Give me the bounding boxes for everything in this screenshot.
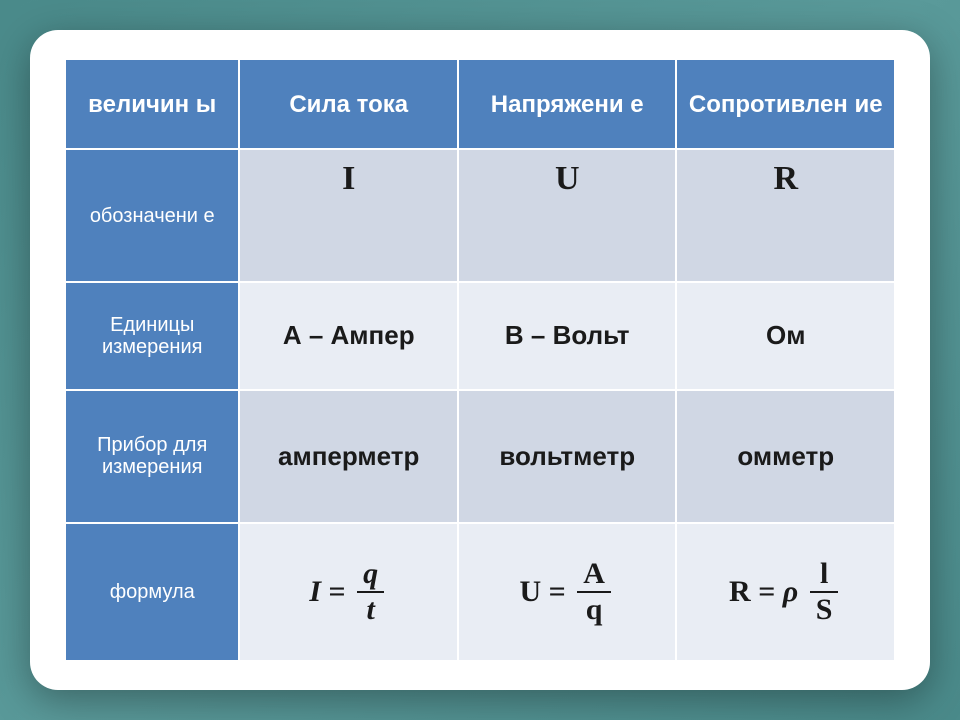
label-symbol: обозначени е	[65, 149, 239, 281]
equals-sign: =	[549, 575, 566, 608]
label-formula: формула	[65, 523, 239, 661]
formula-resistance-den: S	[810, 593, 839, 627]
header-row: величин ы Сила тока Напряжени е Сопротив…	[65, 59, 895, 149]
formula-voltage: U = A q	[458, 523, 677, 661]
formula-resistance-num: l	[810, 557, 839, 591]
row-unit: Единицы измерения А – Ампер В – Вольт Ом	[65, 282, 895, 390]
formula-resistance-lhs: R	[729, 575, 751, 608]
device-resistance: омметр	[676, 390, 895, 522]
fraction: q t	[357, 557, 384, 627]
formula-voltage-den: q	[577, 593, 611, 627]
row-symbol: обозначени е I U R	[65, 149, 895, 281]
card: величин ы Сила тока Напряжени е Сопротив…	[30, 30, 930, 690]
formula-resistance: R = ρ l S	[676, 523, 895, 661]
header-voltage: Напряжени е	[458, 59, 677, 149]
label-unit: Единицы измерения	[65, 282, 239, 390]
header-quantity: величин ы	[65, 59, 239, 149]
fraction: l S	[810, 557, 839, 627]
device-current: амперметр	[239, 390, 458, 522]
header-current: Сила тока	[239, 59, 458, 149]
formula-current-lhs: I	[309, 575, 321, 608]
formula-voltage-num: A	[577, 557, 611, 591]
formula-current: I = q t	[239, 523, 458, 661]
unit-voltage: В – Вольт	[458, 282, 677, 390]
formula-voltage-lhs: U	[519, 575, 541, 608]
equals-sign: =	[329, 575, 346, 608]
symbol-voltage: U	[458, 149, 677, 281]
fraction: A q	[577, 557, 611, 627]
formula-current-num: q	[357, 557, 384, 591]
device-voltage: вольтметр	[458, 390, 677, 522]
row-device: Прибор для измерения амперметр вольтметр…	[65, 390, 895, 522]
header-resistance: Сопротивлен ие	[676, 59, 895, 149]
row-formula: формула I = q t U = A q R	[65, 523, 895, 661]
unit-resistance: Ом	[676, 282, 895, 390]
label-device: Прибор для измерения	[65, 390, 239, 522]
formula-resistance-coef: ρ	[783, 575, 798, 608]
equals-sign: =	[758, 575, 775, 608]
unit-current: А – Ампер	[239, 282, 458, 390]
formula-current-den: t	[357, 593, 384, 627]
physics-table: величин ы Сила тока Напряжени е Сопротив…	[64, 58, 896, 662]
symbol-resistance: R	[676, 149, 895, 281]
symbol-current: I	[239, 149, 458, 281]
